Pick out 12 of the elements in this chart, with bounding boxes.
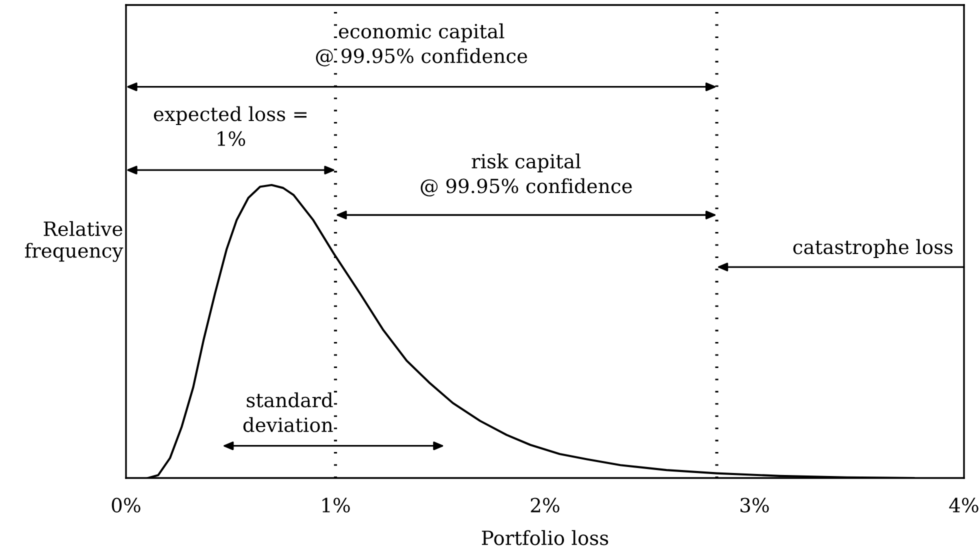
annotation: standard deviation <box>243 392 333 432</box>
x-axis-title: Portfolio loss <box>482 530 608 546</box>
y-axis-title: Relative frequency <box>25 221 124 262</box>
x-tick-label: 0% <box>112 498 140 512</box>
annotation: risk capital @ 99.95% confidence <box>420 154 632 196</box>
x-tick-label: 1% <box>322 498 350 512</box>
text: expected loss = 1% <box>154 106 306 146</box>
annotation: catastrophe loss <box>793 239 953 258</box>
text: economic capital @ 99.95% confidence <box>316 23 528 66</box>
x-tick-label: 3% <box>740 498 769 512</box>
x-tick-label: 4% <box>949 498 978 512</box>
x-tick-label: 2% <box>530 498 560 512</box>
